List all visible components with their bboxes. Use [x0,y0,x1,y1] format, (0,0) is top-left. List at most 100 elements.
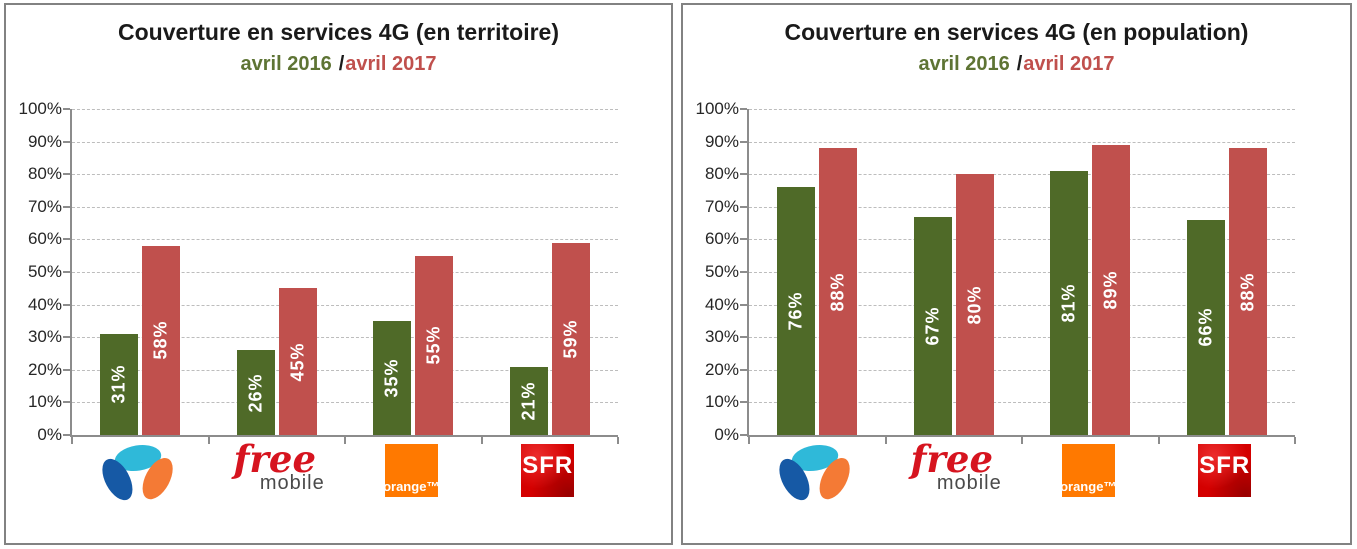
bouygues-telecom-logo [779,445,850,501]
gridline [72,174,618,176]
chart-subtitle: avril 2016 /avril 2017 [6,53,671,76]
population-free-2016-bar: 67% [913,216,952,435]
x-axis-tick-mark [480,437,483,444]
sfr-logo-cell: SFR [1157,442,1294,506]
orange-logo: orange™ [383,444,440,497]
chart-panel-territoire: Couverture en services 4G (en territoire… [4,3,673,545]
y-axis-tick-label: 60% [27,229,62,249]
subtitle-avril-2016: avril 2016 [240,53,332,75]
y-axis-tick-mark [740,173,747,176]
gridline [749,174,1295,176]
bouygues-telecom-logo [102,445,173,501]
plot-area: 76% 88% 67% 80% 81% 89% 66% [740,108,1296,444]
sfr-logo-text: SFR [1199,452,1251,480]
y-axis-tick-mark [63,140,70,143]
gridline [749,206,1295,208]
y-axis-tick-mark [740,303,747,306]
y-axis-tick-label: 10% [27,392,62,412]
category-group-bouygues: 76% 88% [749,109,886,435]
chart-title: Couverture en services 4G (en territoire… [118,19,559,45]
bar-value-label: 76% [785,291,806,331]
bar-value-label: 59% [560,319,581,359]
y-axis-tick-label: 80% [704,164,739,184]
bar-value-label: 31% [108,364,129,404]
y-axis-tick-label: 10% [704,392,739,412]
population-free-2017-bar: 80% [955,174,994,435]
chart-subtitle: avril 2016 /avril 2017 [683,53,1350,76]
gridline [72,304,618,306]
subtitle-avril-2017: avril 2017 [1023,53,1115,75]
y-axis-tick-label: 50% [704,262,739,281]
bar-value-label: 21% [518,381,539,421]
gridline [749,402,1295,404]
territoire-orange-2016-bar: 35% [373,320,412,435]
gridline [749,272,1295,273]
y-axis-tick-label: 90% [27,131,62,151]
subtitle-separator: / [1016,53,1023,75]
sfr-logo: SFR [1198,444,1252,497]
category-group-sfr: 21% 59% [482,109,619,435]
bouygues-petal-left [102,458,133,501]
territoire-free-2016-bar: 26% [236,350,275,435]
free-mobile-logo: free mobile [221,437,329,494]
x-axis-tick-mark [748,437,750,444]
y-axis-tick-label: 100% [18,99,62,118]
y-axis-tick-mark [740,108,747,110]
y-axis-tick-label: 20% [27,359,62,379]
bar-value-label: 35% [381,358,402,398]
gridline [72,109,618,110]
bar-value-label: 88% [827,272,848,312]
bar-value-label: 67% [922,306,943,346]
free-logo-cell: free mobile [884,441,1021,506]
category-group-free: 26% 45% [209,109,346,435]
population-sfr-2016-bar: 66% [1186,219,1225,435]
y-axis-tick-mark [63,205,70,208]
orange-logo-text: orange™ [383,479,440,494]
x-axis-tick-mark [71,437,73,444]
bar-value-label: 26% [245,373,266,413]
sfr-logo-text: SFR [522,452,574,480]
orange-logo-cell: orange™ [1020,442,1157,506]
y-axis-tick-mark [740,434,747,436]
orange-logo-cell: orange™ [343,442,480,506]
y-axis-tick-mark [740,336,747,339]
free-logo-cell: free mobile [207,437,344,506]
y-axis: 100% 90% 80% 70% 60% 50% 40% 30% 20% 10% 0% [683,99,739,444]
sfr-logo-cell: SFR [480,442,617,506]
y-axis-tick-mark [63,238,70,241]
bar-value-label: 81% [1058,283,1079,323]
gridline [749,304,1295,306]
y-axis-tick-mark [63,434,70,436]
y-axis-tick-label: 30% [704,327,739,347]
category-group-orange: 81% 89% [1022,109,1159,435]
gridline [72,369,618,371]
y-axis-tick-mark [740,205,747,208]
x-axis-tick-mark [344,437,346,444]
bar-value-label: 88% [1237,272,1258,312]
y-axis-tick-label: 90% [704,131,739,151]
y-axis-tick-mark [740,238,747,241]
y-axis-tick-label: 100% [695,99,739,118]
y-axis-tick-mark [740,140,747,143]
x-axis-tick-mark [1021,437,1023,444]
bar-value-label: 45% [287,342,308,382]
bar-value-label: 89% [1100,270,1121,310]
population-orange-2016-bar: 81% [1050,170,1089,435]
x-axis-logos: free mobile orange™ SFR [747,441,1294,506]
sfr-logo: SFR [521,444,575,497]
category-group-free: 67% 80% [886,109,1023,435]
gridline [749,369,1295,371]
bouygues-logo-cell [747,442,884,506]
gridline [749,109,1295,110]
free-logo-text: free [233,437,317,481]
y-axis-tick-label: 30% [27,327,62,347]
population-sfr-2017-bar: 88% [1228,148,1267,435]
x-axis-tick-mark [1294,437,1296,444]
gridline [72,337,618,339]
bouygues-petal-top [792,445,839,472]
y-axis-tick-mark [63,173,70,176]
y-axis-tick-mark [63,336,70,339]
gridline [72,206,618,208]
free-logo-mobile-text: mobile [259,472,325,494]
